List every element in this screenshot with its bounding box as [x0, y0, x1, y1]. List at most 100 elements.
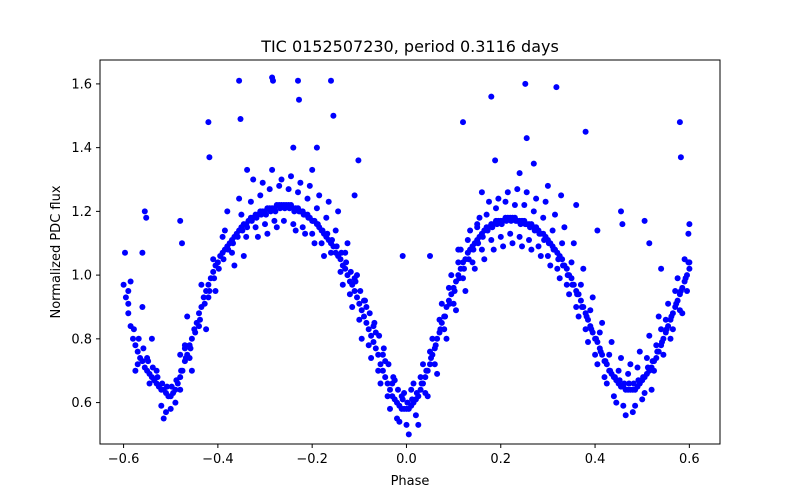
- data-point: [127, 278, 134, 285]
- data-point: [192, 329, 199, 336]
- plot-area-frame: [99, 59, 721, 445]
- data-point: [244, 166, 251, 173]
- data-point: [474, 221, 481, 228]
- data-point: [658, 326, 665, 333]
- data-point: [528, 246, 535, 253]
- data-point: [379, 367, 386, 374]
- data-point: [644, 364, 651, 371]
- data-point: [385, 361, 392, 368]
- data-point: [313, 144, 320, 151]
- data-point: [304, 195, 311, 202]
- data-point: [516, 170, 523, 177]
- data-point: [507, 230, 514, 237]
- data-point: [145, 358, 152, 365]
- x-tick-label: 0.0: [396, 452, 417, 467]
- data-point: [356, 300, 363, 307]
- data-point: [677, 288, 684, 294]
- data-point: [163, 409, 169, 416]
- data-point: [395, 386, 401, 393]
- data-point: [667, 335, 674, 342]
- data-point: [148, 335, 155, 342]
- data-point: [460, 119, 466, 126]
- data-point: [306, 182, 313, 189]
- data-point: [682, 275, 689, 282]
- data-point: [231, 262, 238, 269]
- data-point: [413, 390, 420, 396]
- data-point: [253, 214, 260, 221]
- data-point: [479, 233, 486, 240]
- data-point: [619, 221, 626, 228]
- data-point: [423, 367, 430, 374]
- data-point: [210, 256, 217, 263]
- data-point: [544, 253, 551, 259]
- data-point: [488, 93, 495, 100]
- data-point: [643, 355, 650, 361]
- data-point: [594, 227, 601, 234]
- data-point: [626, 380, 632, 387]
- data-point: [554, 265, 561, 272]
- data-point: [125, 288, 132, 294]
- data-point: [332, 227, 339, 234]
- data-point: [159, 380, 166, 387]
- data-point: [455, 259, 462, 266]
- data-point: [476, 214, 483, 221]
- data-point: [355, 157, 362, 164]
- data-point: [361, 313, 367, 320]
- data-point: [205, 281, 212, 288]
- data-point: [387, 386, 393, 393]
- data-point: [555, 256, 562, 263]
- data-point: [602, 358, 609, 365]
- data-point: [187, 345, 194, 352]
- data-point: [310, 217, 317, 224]
- data-point: [377, 380, 384, 387]
- data-point: [522, 221, 529, 228]
- data-point: [167, 405, 174, 412]
- data-point: [448, 272, 455, 279]
- data-point: [363, 304, 370, 310]
- data-point: [585, 339, 591, 345]
- data-point: [481, 256, 488, 263]
- data-point: [319, 227, 326, 234]
- data-point: [338, 249, 345, 256]
- data-point: [257, 192, 264, 199]
- data-point: [314, 221, 321, 228]
- data-point: [220, 256, 227, 263]
- data-point: [569, 281, 576, 288]
- data-point: [349, 304, 356, 310]
- data-point: [500, 243, 507, 250]
- data-point: [379, 351, 386, 358]
- data-point: [273, 224, 280, 231]
- data-point: [366, 310, 373, 317]
- data-point: [646, 240, 653, 247]
- data-point: [178, 367, 185, 374]
- data-point: [143, 214, 150, 221]
- data-point: [141, 208, 148, 215]
- data-point: [523, 189, 530, 196]
- data-point: [295, 77, 301, 84]
- data-point: [583, 313, 590, 320]
- data-point: [470, 246, 477, 253]
- data-point: [563, 281, 570, 288]
- data-point: [263, 211, 269, 218]
- data-point: [390, 374, 397, 381]
- data-point: [132, 342, 139, 349]
- data-point: [297, 179, 304, 186]
- data-point: [305, 214, 312, 221]
- data-point: [582, 128, 589, 135]
- data-point: [352, 278, 359, 285]
- data-point: [566, 291, 573, 298]
- data-point: [399, 396, 406, 403]
- data-point: [588, 326, 595, 333]
- data-point: [244, 224, 251, 231]
- data-point: [329, 237, 335, 243]
- data-point: [380, 345, 387, 352]
- data-point: [179, 240, 185, 247]
- data-point: [580, 265, 587, 272]
- data-point: [309, 166, 316, 173]
- data-point: [264, 230, 271, 237]
- data-point: [455, 246, 462, 253]
- data-point: [139, 304, 146, 310]
- data-point: [685, 230, 692, 237]
- data-point: [641, 390, 648, 396]
- data-point: [333, 243, 340, 250]
